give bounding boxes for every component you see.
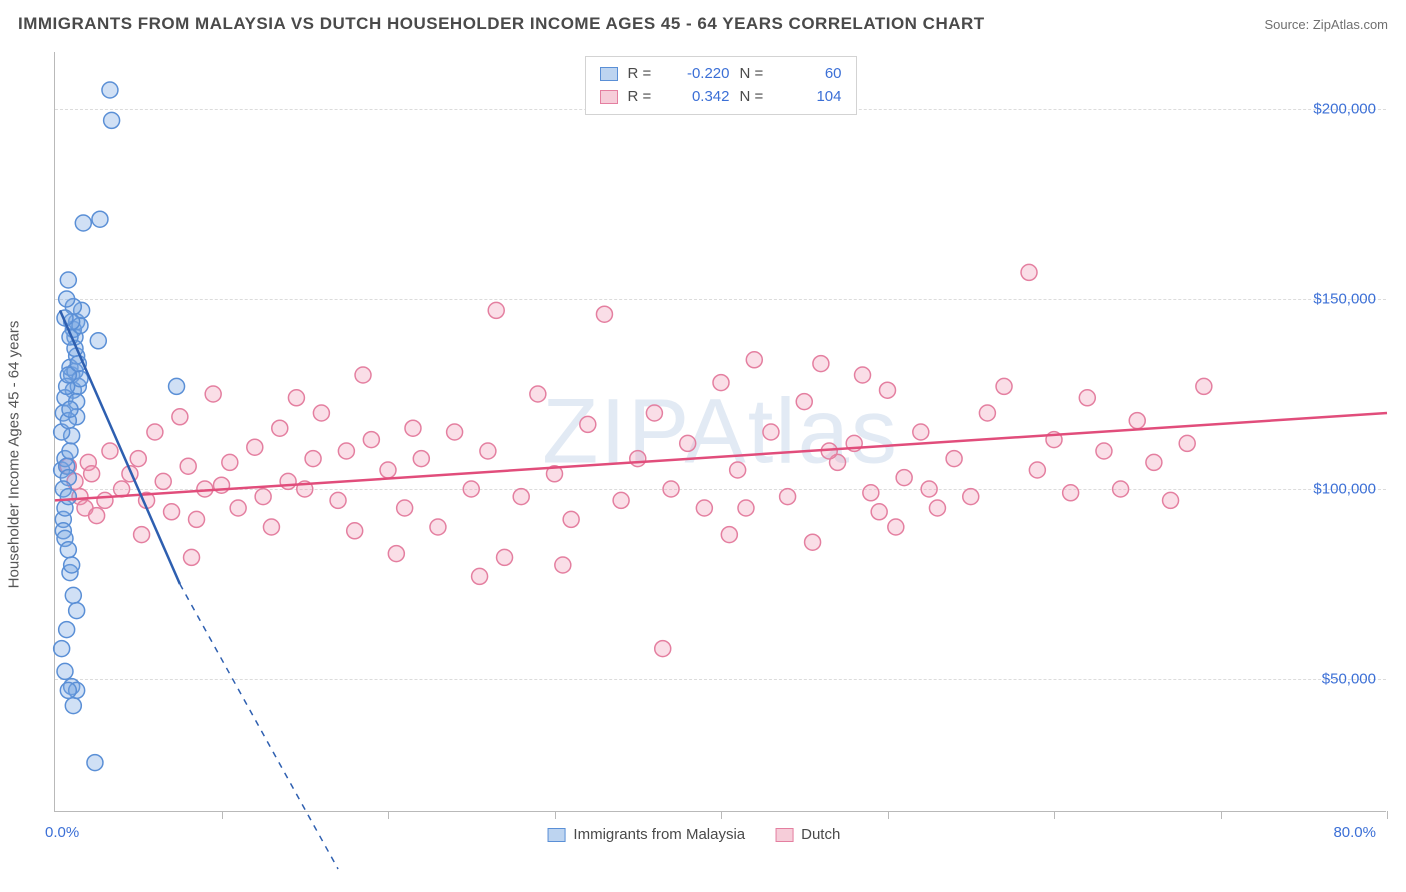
legend-r-label: R = [628, 63, 664, 86]
chart-title: IMMIGRANTS FROM MALAYSIA VS DUTCH HOUSEH… [18, 14, 985, 34]
legend-swatch-dutch [775, 828, 793, 842]
x-axis-min-label: 0.0% [45, 824, 79, 841]
x-tick [1387, 811, 1388, 819]
chart-plot-area: ZIPAtlas $50,000$100,000$150,000$200,000… [54, 52, 1386, 812]
x-tick [1221, 811, 1222, 819]
legend-swatch-malaysia [600, 67, 618, 81]
y-axis-label: Householder Income Ages 45 - 64 years [6, 321, 23, 589]
x-tick [388, 811, 389, 819]
x-tick [721, 811, 722, 819]
x-tick [222, 811, 223, 819]
scatter-plot-svg [55, 52, 1386, 811]
legend-r-value-malaysia: -0.220 [674, 63, 730, 86]
legend-swatch-malaysia [547, 828, 565, 842]
legend-n-value-dutch: 104 [786, 86, 842, 109]
legend-n-label: N = [740, 63, 776, 86]
legend-n-value-malaysia: 60 [786, 63, 842, 86]
legend-swatch-dutch [600, 90, 618, 104]
legend-label-dutch: Dutch [801, 826, 840, 843]
x-tick [888, 811, 889, 819]
correlation-legend: R = -0.220 N = 60 R = 0.342 N = 104 [585, 56, 857, 115]
series-legend: Immigrants from Malaysia Dutch [547, 826, 840, 843]
legend-r-value-dutch: 0.342 [674, 86, 730, 109]
source-attribution: Source: ZipAtlas.com [1264, 17, 1388, 32]
legend-n-label: N = [740, 86, 776, 109]
x-tick [555, 811, 556, 819]
legend-label-malaysia: Immigrants from Malaysia [573, 826, 745, 843]
x-tick [1054, 811, 1055, 819]
legend-r-label: R = [628, 86, 664, 109]
x-axis-max-label: 80.0% [1333, 824, 1376, 841]
